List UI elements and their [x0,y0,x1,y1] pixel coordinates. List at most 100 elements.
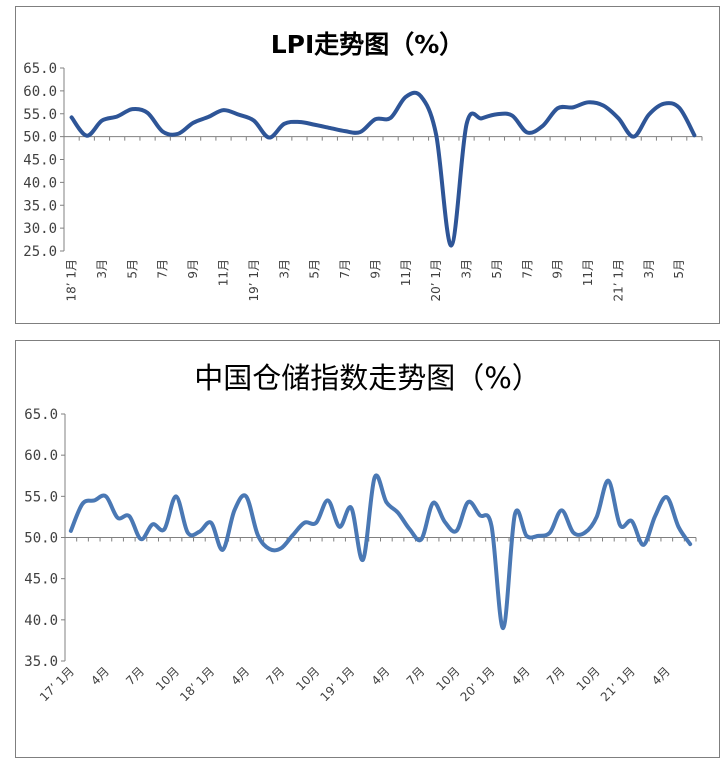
y-tick-label: 25.0 [23,244,57,260]
data-point [326,499,329,502]
x-tick-label: 7月 [123,664,147,688]
data-point [210,521,213,524]
data-point [256,534,259,537]
series-line [68,473,693,631]
data-point [268,548,271,551]
data-point [161,130,164,133]
x-tick-label: 9月 [551,259,565,279]
data-point [571,106,574,109]
y-tick-label: 45.0 [24,572,58,588]
data-point [435,133,438,136]
data-point [198,530,201,533]
x-tick-label: 10月 [293,664,322,693]
data-point [268,136,271,139]
data-point [389,116,392,119]
data-point [176,132,179,135]
data-point [359,131,362,134]
y-tick-label: 50.0 [24,531,58,547]
data-point [328,126,331,129]
data-point [100,119,103,122]
data-point [374,118,377,121]
lpi-chart-svg: 25.0 30.0 35.0 40.0 45.0 50.0 55.0 60.0 65.0 18’ … [23,61,703,302]
x-tick-label: 10月 [574,664,603,693]
chart-title: LPI走势图（%） [270,30,465,59]
data-point [632,135,635,138]
data-point [151,523,154,526]
warehouse-index-chart-svg: 35.040.045.050.055.060.065.017’ 1月 4月 7月 10… [24,407,697,704]
data-point [70,116,73,119]
data-point [677,525,680,528]
data-point [128,515,131,518]
x-tick-label: 21’ 1月 [611,259,625,302]
x-tick-label: 18’ 1月 [65,259,79,302]
data-point [298,120,301,123]
data-point [163,528,166,531]
data-point [252,119,255,122]
y-tick-label: 65.0 [24,407,58,423]
y-tick-label: 55.0 [24,489,58,505]
data-point [630,520,633,523]
y-tick-label: 40.0 [23,175,57,191]
chart-title: 中国仓储指数走势图（%） [194,361,541,395]
data-point [537,534,540,537]
data-point [404,95,407,98]
data-point [480,117,483,120]
x-tick-label: 7月 [156,259,170,279]
y-tick-label: 40.0 [24,613,58,629]
y-tick-label: 35.0 [23,198,57,214]
data-point [502,627,505,630]
y-tick-label: 55.0 [23,107,57,123]
data-point [693,134,696,137]
data-point [315,521,318,524]
data-point [81,502,84,505]
data-point [175,495,178,498]
x-tick-label: 3月 [642,259,656,279]
data-point [541,125,544,128]
x-tick-label: 9月 [368,259,382,279]
data-point [513,513,516,516]
x-tick-label: 17’ 1月 [37,664,77,704]
x-tick-label: 4月 [228,664,252,688]
x-tick-label: 11月 [399,259,413,286]
x-tick-label: 20’ 1月 [458,664,498,704]
data-point [146,111,149,114]
y-tick-label: 60.0 [24,448,58,464]
y-tick-label: 65.0 [23,61,57,77]
data-point [139,538,142,541]
x-tick-label: 10月 [433,664,462,693]
data-point [647,113,650,116]
data-point [397,511,400,514]
data-point [583,531,586,534]
x-tick-label: 5月 [308,259,322,279]
data-point [607,479,610,482]
data-point [233,509,236,512]
data-point [116,516,119,519]
data-point [419,95,422,98]
data-point [465,123,468,126]
data-point [525,534,528,537]
data-point [689,543,692,546]
x-tick-label: 4月 [509,664,533,688]
data-point [654,515,657,518]
x-tick-label: 10月 [153,664,182,693]
data-point [408,528,411,531]
data-point [455,529,458,532]
x-tick-label: 5月 [672,259,686,279]
data-point [511,114,514,117]
data-point [69,529,72,532]
data-point [93,499,96,502]
x-tick-label: 9月 [186,259,200,279]
data-point [344,130,347,133]
y-tick-label: 35.0 [24,654,58,670]
x-tick-label: 7月 [544,664,568,688]
data-point [291,534,294,537]
x-tick-label: 7月 [264,664,288,688]
data-point [556,107,559,110]
data-point [116,115,119,118]
data-point [303,521,306,524]
y-tick-label: 45.0 [23,153,57,169]
data-point [560,509,563,512]
x-tick-label: 4月 [649,664,673,688]
data-point [222,109,225,112]
y-tick-label: 30.0 [23,221,57,237]
